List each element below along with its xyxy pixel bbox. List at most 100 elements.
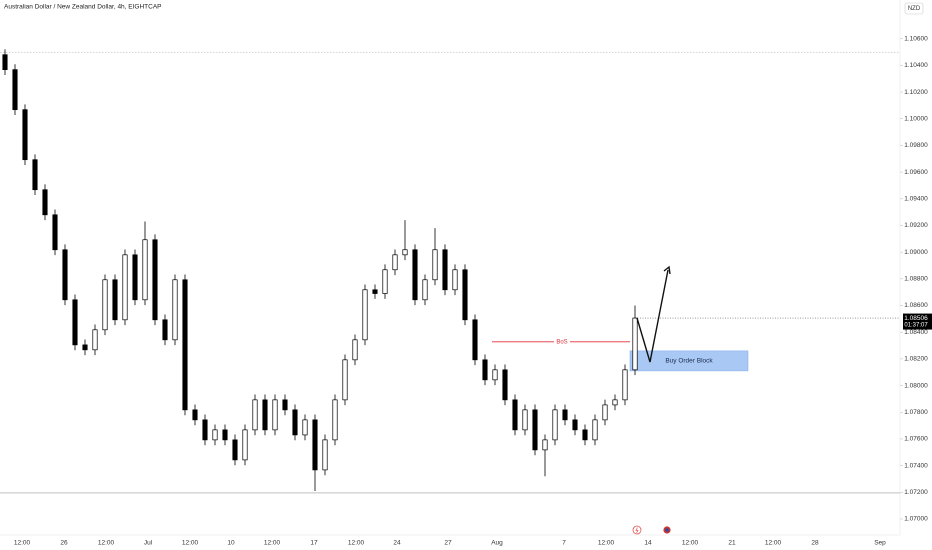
- x-tick-label: 7: [562, 540, 566, 547]
- arrow-head: [663, 265, 671, 275]
- x-tick-label: 12:00: [682, 540, 699, 547]
- x-tick-label: 12:00: [765, 540, 782, 547]
- candle-body: [242, 429, 248, 461]
- currency-box[interactable]: [904, 2, 924, 15]
- candle-body: [172, 279, 178, 341]
- candle-body: [42, 189, 48, 216]
- x-tick-label: 12:00: [14, 540, 31, 547]
- y-tick-label: 1.07800: [904, 409, 928, 416]
- x-tick-label: 14: [644, 540, 652, 547]
- candle-body: [272, 399, 278, 431]
- candle-body: [512, 399, 518, 431]
- x-tick-label: 12:00: [264, 540, 281, 547]
- candle-body: [72, 299, 78, 346]
- candle-body: [522, 409, 528, 431]
- x-tick-label: 17: [310, 540, 318, 547]
- candle-body: [132, 254, 138, 301]
- x-tick-label: Sep: [874, 540, 886, 547]
- x-tick-label: 26: [60, 540, 68, 547]
- candle-body: [472, 319, 478, 361]
- candle-body: [372, 289, 378, 294]
- candle-body: [222, 429, 228, 441]
- candle-body: [282, 399, 288, 411]
- candle-body: [622, 369, 628, 401]
- candle-body: [382, 269, 388, 294]
- x-tick-label: Jul: [144, 540, 153, 547]
- candle-body: [462, 269, 468, 321]
- candle-body: [352, 339, 358, 361]
- candle-body: [362, 289, 368, 341]
- candle-body: [482, 359, 488, 381]
- candle-body: [52, 214, 58, 251]
- candle-body: [592, 419, 598, 441]
- projection-arrow: [636, 269, 669, 363]
- event-icon[interactable]: [632, 525, 642, 535]
- candle-body: [62, 249, 68, 301]
- x-tick-label: 12:00: [598, 540, 615, 547]
- y-tick-label: 1.07400: [904, 462, 928, 469]
- candle-body: [12, 69, 18, 111]
- x-tick-label: Aug: [491, 540, 503, 547]
- candle-body: [342, 359, 348, 401]
- y-tick-label: 1.08200: [904, 356, 928, 363]
- candle-body: [232, 439, 238, 461]
- candle-body: [252, 399, 258, 431]
- candle-body: [192, 409, 198, 421]
- y-tick-label: 1.10400: [904, 62, 928, 69]
- candle-body: [532, 409, 538, 451]
- candle-body: [32, 159, 38, 191]
- candle-body: [182, 279, 188, 411]
- y-tick-label: 1.09000: [904, 249, 928, 256]
- candle-body: [612, 399, 618, 406]
- candle-body: [432, 249, 438, 281]
- candle-body: [552, 409, 558, 441]
- last-price-box: [903, 313, 932, 330]
- candle-body: [602, 404, 608, 421]
- candle-body: [162, 319, 168, 341]
- y-tick-label: 1.08000: [904, 382, 928, 389]
- candle-body: [292, 409, 298, 436]
- order-block: [629, 350, 749, 372]
- x-tick-label: 28: [811, 540, 819, 547]
- candle-body: [572, 419, 578, 431]
- countdown-label: 01:37:07: [904, 323, 928, 329]
- candle-body: [312, 419, 318, 471]
- candle-body: [402, 249, 408, 256]
- candle-body: [92, 329, 98, 351]
- candle-body: [392, 254, 398, 271]
- candle-body: [452, 269, 458, 291]
- bos-label-bg: [554, 338, 570, 346]
- x-tick-label: 12:00: [98, 540, 115, 547]
- candle-body: [102, 279, 108, 331]
- bos-label: BoS: [556, 339, 567, 345]
- y-tick-label: 1.07000: [904, 516, 928, 523]
- candle-body: [442, 249, 448, 291]
- last-price-label: 1.08506: [904, 315, 928, 322]
- x-tick-label: 21: [728, 540, 736, 547]
- y-tick-label: 1.09600: [904, 169, 928, 176]
- candle-body: [212, 429, 218, 441]
- candle-body: [542, 439, 548, 451]
- y-tick-label: 1.07200: [904, 489, 928, 496]
- flag-icon-center: [665, 528, 669, 532]
- candle-body: [582, 429, 588, 441]
- y-tick-label: 1.09800: [904, 142, 928, 149]
- y-tick-label: 1.08600: [904, 302, 928, 309]
- candle-body: [422, 279, 428, 301]
- candle-body: [202, 419, 208, 441]
- y-tick-label: 1.10600: [904, 35, 928, 42]
- candle-body: [122, 254, 128, 321]
- event-icon-bolt: [635, 527, 639, 534]
- x-tick-label: 12:00: [348, 540, 365, 547]
- candle-body: [502, 369, 508, 401]
- x-tick-label: 10: [227, 540, 235, 547]
- y-tick-label: 1.09400: [904, 196, 928, 203]
- candle-body: [562, 409, 568, 421]
- y-tick-label: 1.07600: [904, 436, 928, 443]
- x-tick-label: 12:00: [182, 540, 199, 547]
- y-tick-label: 1.08800: [904, 276, 928, 283]
- candle-body: [262, 399, 268, 431]
- x-tick-label: 27: [444, 540, 452, 547]
